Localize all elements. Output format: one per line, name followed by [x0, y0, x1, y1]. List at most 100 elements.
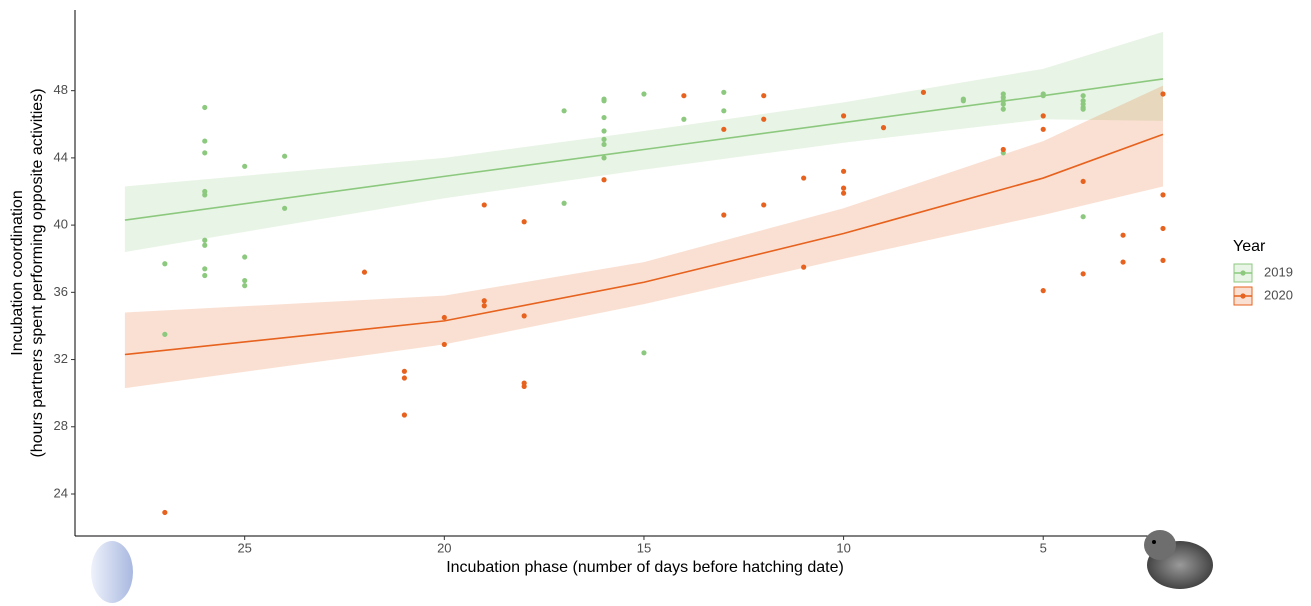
data-point: [401, 412, 407, 418]
confidence-band: [124, 85, 1164, 389]
data-point: [721, 212, 727, 218]
data-point: [202, 192, 208, 198]
data-point: [960, 98, 966, 104]
data-point: [202, 237, 208, 243]
fit-line: [124, 78, 1164, 221]
data-point: [761, 202, 767, 208]
data-point: [521, 219, 527, 225]
data-point: [601, 128, 607, 134]
data-point: [761, 93, 767, 99]
data-point: [601, 98, 607, 104]
y-tick-label: 48: [54, 82, 68, 97]
data-point: [880, 125, 887, 131]
x-tick-label: 20: [437, 540, 451, 555]
data-point: [521, 313, 527, 319]
data-point: [441, 341, 447, 348]
data-point: [1080, 214, 1086, 220]
egg-icon: [91, 541, 133, 603]
data-point: [242, 254, 248, 260]
data-point: [162, 261, 168, 267]
data-point: [561, 108, 567, 114]
data-point: [1040, 93, 1046, 99]
data-point: [202, 242, 208, 248]
data-point: [202, 272, 208, 279]
y-tick-label: 28: [54, 418, 68, 433]
data-point: [840, 190, 847, 196]
data-point: [721, 108, 727, 114]
y-tick-label: 36: [54, 284, 68, 299]
data-point: [521, 383, 527, 390]
data-point: [1120, 232, 1126, 238]
data-point: [441, 314, 447, 321]
data-point: [401, 368, 407, 374]
y-tick-label: 24: [54, 485, 68, 500]
data-point: [641, 350, 647, 356]
data-point: [1080, 178, 1086, 185]
fit-line: [124, 133, 1164, 356]
data-point: [162, 331, 168, 337]
data-point: [1040, 288, 1046, 294]
data-point: [1160, 192, 1166, 198]
data-point: [801, 264, 807, 270]
data-point: [1000, 106, 1006, 112]
data-point: [840, 168, 847, 174]
data-point: [761, 116, 767, 122]
x-tick-label: 15: [637, 540, 651, 555]
x-tick-label: 25: [237, 540, 251, 555]
data-point: [1040, 113, 1046, 119]
data-point: [202, 266, 208, 272]
data-point: [242, 283, 248, 289]
data-point: [840, 113, 847, 119]
legend-label: 2019: [1264, 264, 1293, 279]
x-tick-label: 10: [836, 540, 850, 555]
data-point: [1160, 257, 1166, 263]
data-point: [601, 141, 607, 148]
y-tick-label: 40: [54, 217, 68, 232]
data-point: [202, 138, 208, 144]
data-point: [1000, 101, 1006, 107]
data-point: [561, 200, 567, 206]
data-point: [242, 277, 248, 284]
y-tick-label: 44: [54, 149, 68, 164]
legend-key-point: [1240, 293, 1246, 299]
data-point: [202, 150, 208, 156]
data-point: [681, 116, 687, 122]
y-axis-label: Incubation coordination: [9, 190, 26, 355]
data-point: [481, 298, 487, 304]
data-point: [601, 136, 607, 142]
x-tick-label: 5: [1040, 540, 1047, 555]
data-point: [202, 104, 208, 111]
data-point: [641, 91, 647, 97]
data-point: [481, 303, 487, 309]
data-point: [721, 89, 727, 95]
data-point: [721, 126, 727, 132]
y-tick-label: 32: [54, 351, 68, 366]
data-point: [920, 89, 927, 95]
data-point: [1080, 93, 1086, 99]
legend-title: Year: [1233, 238, 1266, 255]
data-point: [601, 177, 607, 183]
data-point: [481, 202, 487, 208]
data-point: [1160, 91, 1166, 97]
data-point: [1080, 106, 1086, 112]
data-point: [601, 155, 607, 161]
confidence-band: [124, 31, 1164, 252]
data-point: [282, 153, 288, 159]
x-axis-label: Incubation phase (number of days before …: [446, 559, 844, 576]
data-point: [1000, 146, 1006, 153]
legend-key-point: [1240, 270, 1246, 276]
data-point: [1120, 259, 1126, 265]
data-point: [401, 375, 407, 381]
data-point: [361, 269, 368, 275]
legend-label: 2020: [1264, 287, 1293, 302]
data-point: [242, 163, 248, 169]
data-point: [1160, 225, 1166, 232]
data-point: [801, 175, 807, 181]
data-point: [601, 114, 607, 121]
chick-icon: [1144, 530, 1213, 589]
data-point: [1080, 271, 1086, 277]
data-point: [282, 205, 288, 211]
y-axis-label: (hours partners spent performing opposit…: [29, 88, 46, 457]
